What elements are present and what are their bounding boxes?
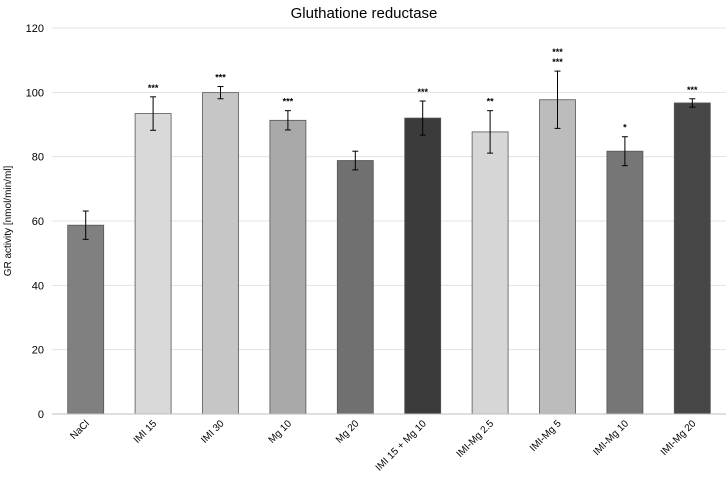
y-tick-label-60: 60 bbox=[32, 216, 44, 228]
y-tick-label-120: 120 bbox=[26, 23, 44, 35]
y-axis-ticks: 0 20 40 60 80 100 120 bbox=[26, 23, 44, 421]
x-tick-label-5: IMI 15 + Mg 10 bbox=[374, 418, 429, 473]
x-axis-ticks: NaCl IMI 15 IMI 30 Mg 10 Mg 20 IMI 15 + Mg 10… bbox=[68, 418, 698, 473]
y-tick-label-0: 0 bbox=[38, 409, 44, 421]
bar-1 bbox=[134, 113, 172, 415]
significance-label-5-0: *** bbox=[417, 87, 428, 97]
bar-4 bbox=[336, 160, 374, 415]
y-tick-label-20: 20 bbox=[32, 345, 44, 357]
bar-6 bbox=[471, 131, 509, 415]
bar-2 bbox=[202, 92, 239, 415]
bar-9 bbox=[673, 102, 711, 415]
x-tick-label-8: IMI-Mg 10 bbox=[591, 418, 631, 458]
x-tick-label-3: Mg 10 bbox=[267, 418, 295, 446]
significance-label-6-0: ** bbox=[487, 97, 495, 107]
x-tick-label-9: IMI-Mg 20 bbox=[659, 418, 699, 458]
bar-7 bbox=[539, 99, 576, 415]
x-tick-label-6: IMI-Mg 2.5 bbox=[455, 418, 497, 460]
significance-label-3-0: *** bbox=[283, 97, 294, 107]
error-bars bbox=[82, 70, 696, 240]
bar-5 bbox=[404, 117, 442, 415]
x-tick-label-4: Mg 20 bbox=[334, 418, 362, 446]
y-tick-label-40: 40 bbox=[32, 280, 44, 292]
y-tick-label-80: 80 bbox=[32, 152, 44, 164]
significance-label-2-0: *** bbox=[215, 73, 226, 83]
bars bbox=[67, 92, 711, 415]
x-tick-label-2: IMI 30 bbox=[199, 418, 227, 446]
x-tick-label-0: NaCl bbox=[68, 418, 92, 442]
y-axis-label: GR activity [nmol/min/ml] bbox=[3, 165, 14, 276]
x-tick-label-1: IMI 15 bbox=[132, 418, 160, 446]
significance-label-7-0: *** bbox=[552, 47, 563, 57]
y-tick-label-100: 100 bbox=[26, 87, 44, 99]
chart-title: Gluthatione reductase bbox=[291, 5, 438, 22]
bar-3 bbox=[269, 119, 307, 415]
significance-label-8-0: * bbox=[623, 123, 627, 133]
bar-8 bbox=[606, 150, 644, 415]
bar-0 bbox=[67, 224, 105, 415]
x-tick-label-7: IMI-Mg 5 bbox=[528, 418, 564, 454]
significance-label-7-1: *** bbox=[552, 57, 563, 67]
significance-labels: ************************ bbox=[148, 47, 698, 133]
significance-label-1-0: *** bbox=[148, 83, 159, 93]
significance-label-9-0: *** bbox=[687, 85, 698, 95]
